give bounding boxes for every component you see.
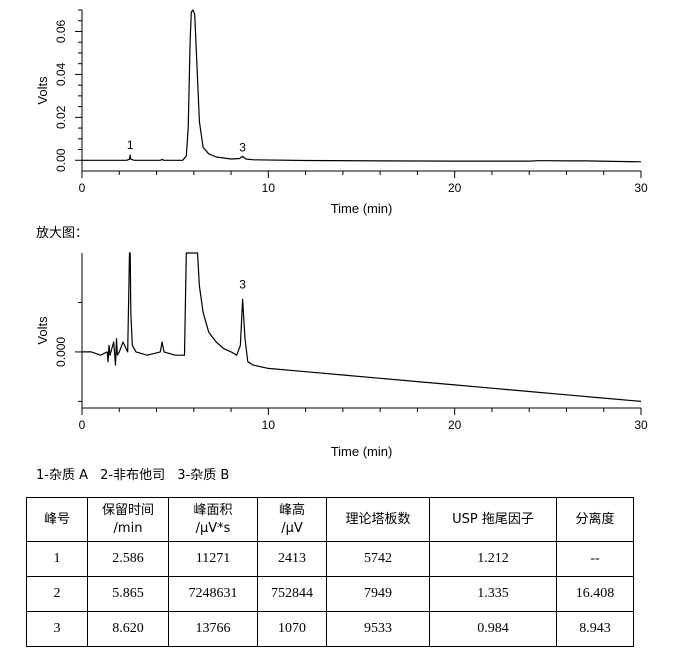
table-row: 2 5.865 7248631 752844 7949 1.335 16.408 xyxy=(26,576,634,612)
legend-item-impurity-a: 1-杂质 A xyxy=(36,468,88,483)
table-row: 1 2.586 11271 2413 5742 1.212 -- xyxy=(26,541,634,577)
y-tick-label: 0.000 xyxy=(54,337,68,367)
header-usp-tailing: USP 拖尾因子 xyxy=(429,497,557,542)
x-tick-label: 0 xyxy=(79,418,86,432)
y-tick-label: 0.02 xyxy=(54,105,68,129)
series-line xyxy=(82,252,642,402)
header-resolution: 分离度 xyxy=(556,497,634,542)
x-tick-label: 20 xyxy=(448,418,462,432)
y-tick-label: 0.04 xyxy=(54,62,68,86)
table-cell: 1.212 xyxy=(429,541,557,577)
table-cell: -- xyxy=(556,541,634,577)
table-cell: 1070 xyxy=(257,611,327,647)
y-tick-label: 0.00 xyxy=(54,148,68,172)
table-cell: 13766 xyxy=(168,611,258,647)
table-cell: 2413 xyxy=(257,541,327,577)
table-cell: 8.943 xyxy=(556,611,634,647)
x-tick-label: 0 xyxy=(79,181,86,195)
table-cell: 9533 xyxy=(326,611,430,647)
x-axis-label: Time (min) xyxy=(331,201,393,216)
table-cell: 7949 xyxy=(326,576,430,612)
x-axis-label: Time (min) xyxy=(331,444,393,459)
table-cell: 5.865 xyxy=(87,576,169,612)
table-cell: 3 xyxy=(26,611,88,647)
header-retention-time: 保留时间/min xyxy=(87,497,169,542)
x-tick-label: 10 xyxy=(262,181,276,195)
peak-results-table: 峰号 保留时间/min 峰面积/µV*s 峰高/µV 理论塔板数 USP 拖尾因… xyxy=(26,497,634,647)
x-tick-label: 10 xyxy=(262,418,276,432)
header-peak-no: 峰号 xyxy=(26,497,88,542)
table-cell: 5742 xyxy=(326,541,430,577)
table-cell: 1 xyxy=(26,541,88,577)
legend-item-febuxostat: 2-非布他司 xyxy=(100,468,166,483)
peak-label: 1 xyxy=(127,138,134,152)
x-tick-label: 30 xyxy=(634,418,648,432)
y-axis-label: Volts xyxy=(35,316,50,345)
y-axis-label: Volts xyxy=(35,76,50,105)
y-tick-label: 0.06 xyxy=(54,19,68,43)
chromatogram-full: 0 10 20 30 0.00 0.02 0.04 0.06 Time (min) Volts 1 3 xyxy=(35,9,648,216)
peak-legend: 1-杂质 A 2-非布他司 3-杂质 B xyxy=(36,464,237,483)
table-cell: 1.335 xyxy=(429,576,557,612)
table-cell: 7248631 xyxy=(168,576,258,612)
table-header-row: 峰号 保留时间/min 峰面积/µV*s 峰高/µV 理论塔板数 USP 拖尾因… xyxy=(26,497,634,542)
header-peak-height: 峰高/µV xyxy=(257,497,327,542)
table-cell: 8.620 xyxy=(87,611,169,647)
table-cell: 16.408 xyxy=(556,576,634,612)
series-line xyxy=(82,9,642,163)
chromatogram-zoomed: 0 10 20 30 0.000 Time (min) Volts 3 xyxy=(35,252,648,459)
table-cell: 752844 xyxy=(257,576,327,612)
peak-label: 3 xyxy=(239,141,246,155)
header-peak-area: 峰面积/µV*s xyxy=(168,497,258,542)
header-theoretical-plates: 理论塔板数 xyxy=(326,497,430,542)
x-tick-label: 30 xyxy=(634,181,648,195)
zoom-title: 放大图： xyxy=(36,226,89,241)
table-cell: 11271 xyxy=(168,541,258,577)
legend-item-impurity-b: 3-杂质 B xyxy=(177,468,230,483)
peak-label: 3 xyxy=(239,278,246,292)
table-cell: 0.984 xyxy=(429,611,557,647)
table-cell: 2.586 xyxy=(87,541,169,577)
table-cell: 2 xyxy=(26,576,88,612)
x-tick-label: 20 xyxy=(448,181,462,195)
table-row: 3 8.620 13766 1070 9533 0.984 8.943 xyxy=(26,611,634,647)
